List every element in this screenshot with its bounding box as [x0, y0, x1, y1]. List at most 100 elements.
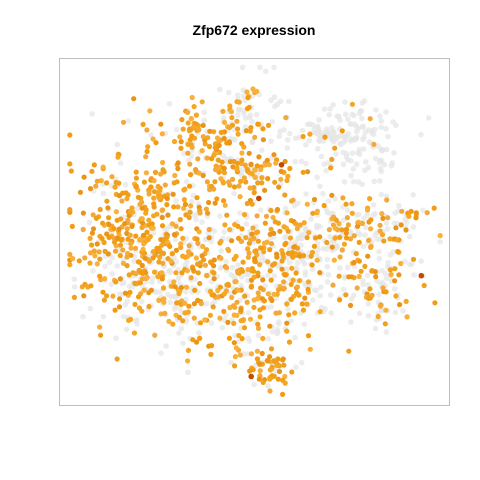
expressed-cell-point — [178, 241, 183, 246]
expressed-cell-point — [284, 329, 289, 334]
expressed-cell-point — [295, 284, 300, 289]
expressed-cell-point — [88, 283, 93, 288]
unexpressed-cell-point — [321, 246, 327, 252]
unexpressed-cell-point — [80, 314, 86, 320]
unexpressed-cell-point — [271, 65, 277, 71]
expressed-cell-point — [149, 288, 154, 293]
expressed-cell-point — [330, 245, 335, 250]
expressed-cell-point — [232, 257, 237, 262]
expressed-cell-point — [380, 232, 385, 237]
unexpressed-cell-point — [303, 161, 309, 167]
expressed-cell-point — [281, 224, 286, 229]
expressed-cell-point — [238, 352, 243, 357]
expressed-cell-point — [247, 105, 252, 110]
expressed-cell-point — [82, 255, 87, 260]
unexpressed-cell-point — [217, 213, 223, 219]
expressed-cell-point — [116, 181, 121, 186]
expressed-cell-point — [195, 241, 200, 246]
unexpressed-cell-point — [114, 142, 120, 148]
unexpressed-cell-point — [426, 115, 432, 121]
unexpressed-cell-point — [125, 298, 131, 304]
expressed-cell-point — [312, 244, 317, 249]
expressed-cell-point — [258, 314, 263, 319]
expressed-cell-point — [252, 135, 257, 140]
unexpressed-cell-point — [363, 129, 369, 135]
expressed-cell-point — [81, 211, 86, 216]
expressed-cell-point — [120, 247, 125, 252]
unexpressed-cell-point — [292, 159, 298, 165]
expressed-cell-point — [165, 213, 170, 218]
expressed-cell-point — [350, 102, 355, 107]
expressed-cell-point — [367, 286, 372, 291]
expressed-cell-point — [142, 288, 147, 293]
expressed-cell-point — [241, 260, 246, 265]
unexpressed-cell-point — [72, 284, 78, 290]
expressed-cell-point — [147, 108, 152, 113]
unexpressed-cell-point — [173, 199, 179, 205]
expressed-cell-point — [282, 192, 287, 197]
expressed-cell-point — [106, 222, 111, 227]
expressed-cell-point — [95, 179, 100, 184]
expressed-cell-point — [350, 211, 355, 216]
unexpressed-cell-point — [329, 310, 335, 316]
expressed-cell-point — [151, 196, 156, 201]
expressed-cell-point — [197, 229, 202, 234]
unexpressed-cell-point — [287, 260, 293, 266]
expressed-cell-point — [307, 132, 312, 137]
expressed-cell-point — [118, 253, 123, 258]
expressed-cell-point — [123, 190, 128, 195]
expressed-cell-point — [267, 247, 272, 252]
expressed-cell-point — [178, 146, 183, 151]
expressed-cell-point — [267, 324, 272, 329]
expressed-cell-point — [346, 274, 351, 279]
expressed-cell-point — [217, 316, 222, 321]
expressed-cell-point — [158, 171, 163, 176]
expressed-cell-point — [357, 259, 362, 264]
expressed-cell-point — [385, 215, 390, 220]
unexpressed-cell-point — [180, 341, 186, 347]
unexpressed-cell-point — [322, 106, 328, 112]
expressed-cell-point — [236, 132, 241, 137]
expressed-cell-point — [218, 285, 223, 290]
expressed-cell-point — [152, 178, 157, 183]
expressed-cell-point — [263, 221, 268, 226]
expressed-cell-point — [355, 285, 360, 290]
expressed-cell-point — [238, 307, 243, 312]
expressed-cell-point — [207, 227, 212, 232]
unexpressed-cell-point — [351, 179, 357, 185]
expressed-cell-point — [149, 226, 154, 231]
unexpressed-cell-point — [218, 248, 224, 254]
expressed-cell-point — [312, 197, 317, 202]
unexpressed-cell-point — [300, 128, 306, 134]
expressed-cell-point — [151, 136, 156, 141]
expressed-cell-point — [235, 161, 240, 166]
expressed-cell-point — [141, 233, 146, 238]
expressed-cell-point — [134, 184, 139, 189]
expressed-cell-point — [189, 275, 194, 280]
expressed-cell-point — [289, 297, 294, 302]
expressed-cell-point — [381, 285, 386, 290]
expressed-cell-point — [392, 266, 397, 271]
unexpressed-cell-point — [334, 113, 340, 119]
expressed-cell-point — [245, 300, 250, 305]
expressed-cell-point — [136, 195, 141, 200]
expressed-cell-point — [329, 193, 334, 198]
expressed-cell-point — [165, 196, 170, 201]
expressed-cell-point — [266, 123, 271, 128]
expressed-cell-point — [222, 136, 227, 141]
unexpressed-cell-point — [337, 265, 343, 271]
unexpressed-cell-point — [149, 279, 155, 285]
expressed-cell-point — [277, 369, 282, 374]
expressed-cell-point — [234, 119, 239, 124]
unexpressed-cell-point — [292, 335, 298, 341]
expressed-cell-point — [245, 201, 250, 206]
high-expression-point — [279, 162, 285, 168]
expressed-cell-point — [93, 184, 98, 189]
expressed-cell-point — [205, 156, 210, 161]
unexpressed-cell-point — [345, 157, 351, 163]
expressed-cell-point — [393, 293, 398, 298]
expressed-cell-point — [136, 294, 141, 299]
expressed-cell-point — [252, 167, 257, 172]
expressed-cell-point — [81, 227, 86, 232]
unexpressed-cell-point — [325, 264, 331, 270]
